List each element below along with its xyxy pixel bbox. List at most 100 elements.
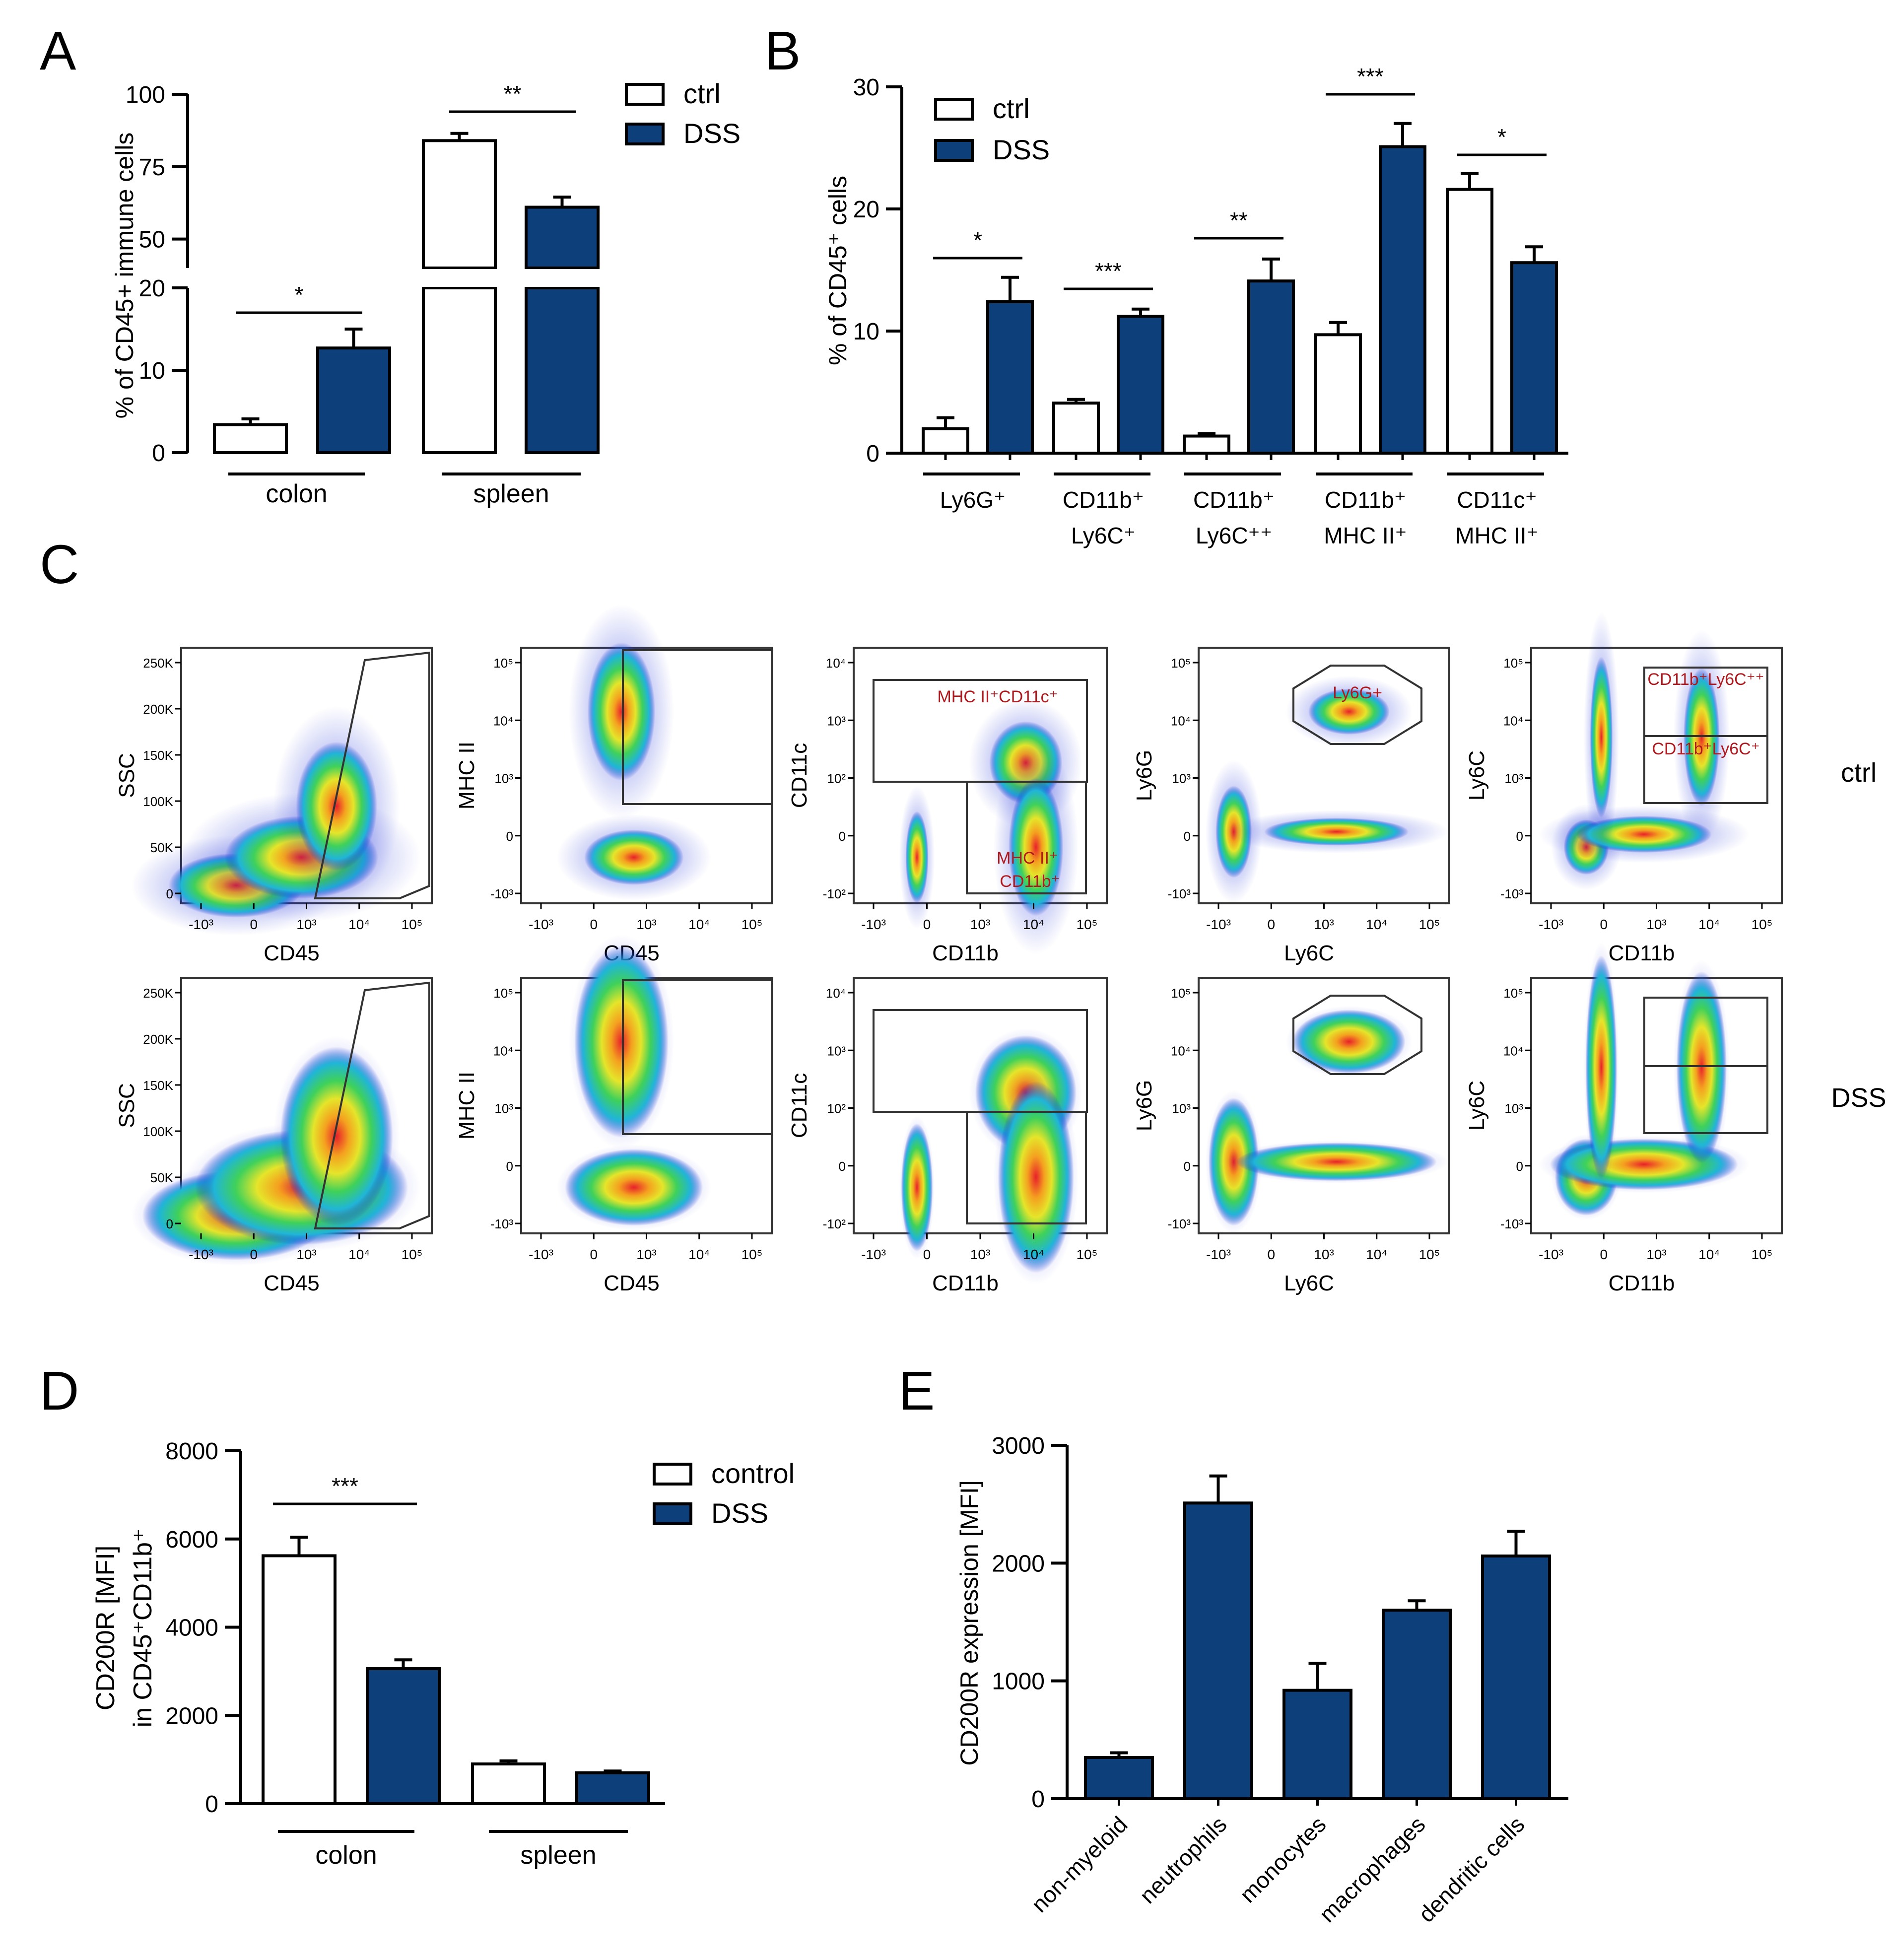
c-gate-label-cd11b: CD11b⁺ bbox=[1000, 872, 1060, 891]
b-ytick-label: 10 bbox=[853, 319, 879, 345]
b-group-label-1-1: Ly6C⁺ bbox=[1071, 523, 1136, 548]
c-DSS-plot1-ytick-label: 10⁵ bbox=[493, 986, 513, 1001]
panel-label-b: B bbox=[764, 20, 801, 81]
e-bar-neutrophils bbox=[1183, 1501, 1253, 1800]
d-group-label-spleen: spleen bbox=[520, 1841, 596, 1870]
c-DSS-plot3-x-axis-title: Ly6C bbox=[1284, 1271, 1334, 1295]
c-gate-label-mhcii: MHC II⁺ bbox=[997, 849, 1058, 868]
c-DSS-plot2-xtick-label: 10⁴ bbox=[1023, 1247, 1044, 1262]
c-DSS-plot2-xtick-label: 0 bbox=[923, 1247, 931, 1262]
c-ctrl-plot1-xtick-label: 10⁵ bbox=[742, 917, 763, 932]
c-DSS-plot0-ytick-label: 100K bbox=[143, 1124, 173, 1139]
c-DSS-gate-ly6g bbox=[1292, 995, 1422, 1075]
c-DSS-plot0-ytick-label: 150K bbox=[143, 1078, 173, 1093]
c-DSS-plot2-xtick-label: 10⁵ bbox=[1077, 1247, 1098, 1262]
c-ctrl-plot0-xtick-label: 10³ bbox=[296, 917, 316, 932]
panel-c-flow-cytometry: -10³ 0 10³ 10⁴ 10⁵ 0 50K 100K 150K 200K 250K CD45 SS… bbox=[115, 604, 1887, 1295]
a-ytick-label: 75 bbox=[139, 154, 165, 181]
c-DSS-plot2-x-axis-title: CD11b bbox=[932, 1271, 999, 1295]
c-DSS-plot2-ytick-label: 0 bbox=[839, 1159, 846, 1174]
c-ctrl-plot2-xtick-label: -10³ bbox=[861, 917, 886, 932]
c-row-label-DSS: DSS bbox=[1831, 1083, 1886, 1113]
b-bar-DSS-4 bbox=[1510, 261, 1558, 455]
c-ctrl-gate-cd11b bbox=[966, 781, 1087, 894]
c-DSS-plot1-xtick-label: 10⁴ bbox=[688, 1247, 710, 1262]
c-DSS-plot4-density-hotspot bbox=[1676, 971, 1727, 1163]
c-ctrl-plot3-ytick-label: 0 bbox=[1184, 829, 1191, 844]
c-DSS-plot3-ytick-label: 0 bbox=[1184, 1159, 1191, 1174]
c-DSS-plot4-ytick-label: 10³ bbox=[1504, 1101, 1523, 1116]
d-ytick-label: 0 bbox=[205, 1791, 218, 1818]
c-DSS-plot2-xtick-label: -10³ bbox=[861, 1247, 886, 1262]
c-gate-label-ly6c-pos: CD11b⁺Ly6C⁺ bbox=[1652, 740, 1759, 758]
d-ytick-label: 6000 bbox=[165, 1527, 218, 1553]
e-category-label-0: non-myeloid bbox=[1026, 1811, 1133, 1917]
d-y-axis-title: CD200R [MFI] bbox=[91, 1546, 120, 1710]
c-DSS-plot1-ytick-label: -10³ bbox=[490, 1217, 514, 1231]
d-bar-control-spleen bbox=[471, 1762, 546, 1805]
c-DSS-plot2-ytick-label: 10⁴ bbox=[826, 986, 846, 1001]
legend-label-dss: DSS bbox=[711, 1497, 768, 1529]
c-ctrl-plot0-ytick-label: 100K bbox=[143, 794, 173, 809]
c-ctrl-plot2-xtick-label: 10³ bbox=[970, 917, 990, 932]
c-DSS-plot3-density-hotspot bbox=[1236, 1143, 1437, 1181]
a-ytick-label: 20 bbox=[139, 275, 165, 302]
b-ytick-label: 0 bbox=[866, 441, 879, 467]
b-sig-2-label: ** bbox=[1230, 207, 1248, 233]
c-ctrl-plot0-density-hotspot bbox=[296, 742, 377, 871]
c-ctrl-plot2-xtick-label: 10⁴ bbox=[1023, 917, 1044, 932]
c-DSS-plot1-ytick-label: 0 bbox=[506, 1159, 513, 1174]
d-ytick-label: 8000 bbox=[165, 1438, 218, 1465]
c-ctrl-plot3-xtick-label: 10⁴ bbox=[1366, 917, 1387, 932]
c-ctrl-plot0-x-axis-title: CD45 bbox=[264, 941, 320, 965]
d-bar-DSS-spleen bbox=[575, 1771, 650, 1806]
a-bar-DSS-spleen-low bbox=[525, 286, 600, 454]
a-y-axis-title: % of CD45+ immune cells bbox=[111, 133, 138, 419]
c-DSS-plot4-ytick-label: 0 bbox=[1516, 1159, 1523, 1174]
e-bar-monocytes bbox=[1282, 1689, 1352, 1800]
e-ytick-label: 3000 bbox=[992, 1433, 1045, 1459]
c-DSS-plot3-xtick-label: 10⁵ bbox=[1419, 1247, 1440, 1262]
c-DSS-plot1-ytick-label: 10⁴ bbox=[493, 1043, 513, 1058]
d-ytick-label: 4000 bbox=[165, 1615, 218, 1641]
c-DSS-plot0-xtick-label: 0 bbox=[250, 1247, 258, 1262]
legend-label-dss: DSS bbox=[993, 134, 1050, 165]
c-gate-label-ly6c-high: CD11b⁺Ly6C⁺⁺ bbox=[1647, 670, 1764, 689]
c-ctrl-plot4-ytick-label: 10³ bbox=[1504, 771, 1523, 786]
c-ctrl-plot3-x-axis-title: Ly6C bbox=[1284, 941, 1334, 965]
c-DSS-plot1-y-axis-title: MHC II bbox=[455, 1072, 479, 1140]
c-ctrl-plot2-ytick-label: 10³ bbox=[827, 713, 846, 728]
b-group-label-1-0: CD11b⁺ bbox=[1063, 487, 1144, 513]
c-ctrl-plot3-density-hotspot bbox=[1264, 817, 1409, 846]
c-gate-label-mhcii-cd11c: MHC II⁺CD11c⁺ bbox=[937, 687, 1058, 706]
c-DSS-plot2-density-hotspot bbox=[901, 1123, 933, 1252]
c-DSS-gate-ly6c-pos bbox=[1643, 1065, 1768, 1134]
b-bar-ctrl-1 bbox=[1052, 402, 1100, 455]
d-y-axis-title-line2: in CD45⁺CD11b⁺ bbox=[129, 1529, 157, 1728]
c-DSS-plot1-xtick-label: 10³ bbox=[636, 1247, 656, 1262]
legend-swatch-dss bbox=[625, 123, 665, 145]
c-DSS-plot0-ytick-label: 50K bbox=[150, 1170, 174, 1185]
legend-swatch-dss bbox=[653, 1502, 692, 1525]
e-bar-non-myeloid bbox=[1084, 1756, 1154, 1801]
legend-swatch-control bbox=[653, 1463, 692, 1486]
c-DSS-plot4-x-axis-title: CD11b bbox=[1609, 1271, 1675, 1295]
c-ctrl-plot2-x-axis-title: CD11b bbox=[932, 941, 999, 965]
c-ctrl-plot4-ytick-label: 10⁴ bbox=[1503, 713, 1523, 728]
c-ctrl-plot4-x-axis-title: CD11b bbox=[1609, 941, 1675, 965]
c-ctrl-plot3-ytick-label: 10⁵ bbox=[1171, 656, 1191, 671]
c-DSS-plot1-density-hotspot bbox=[565, 1149, 703, 1226]
c-DSS-plot3-ytick-label: -10³ bbox=[1168, 1217, 1191, 1231]
a-ytick-label: 0 bbox=[152, 440, 165, 467]
a-bar-DSS-spleen-high bbox=[525, 205, 600, 270]
a-bar-ctrl-colon bbox=[213, 423, 288, 454]
c-ctrl-plot4-density-hotspot bbox=[1684, 668, 1720, 807]
c-ctrl-plot1-ytick-label: -10³ bbox=[490, 886, 514, 901]
a-bar-ctrl-spleen-low bbox=[422, 286, 497, 454]
a-ytick-label: 10 bbox=[139, 358, 165, 384]
c-ctrl-plot0-ytick-label: 50K bbox=[150, 840, 174, 855]
a-ytick-label: 100 bbox=[126, 82, 165, 108]
c-ctrl-plot3-y-axis-title: Ly6G bbox=[1132, 750, 1156, 802]
c-DSS-plot0-y-axis-title: SSC bbox=[115, 1083, 139, 1128]
